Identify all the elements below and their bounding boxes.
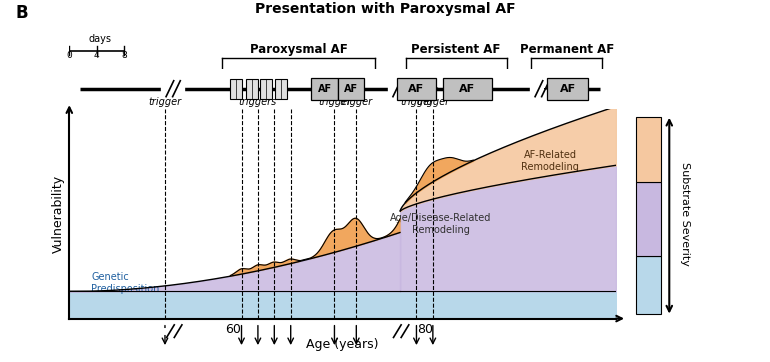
Bar [338, 78, 364, 100]
Text: AF-Related
Remodeling: AF-Related Remodeling [521, 150, 579, 172]
Text: trigger: trigger [340, 97, 373, 106]
Bar [547, 78, 588, 100]
Text: trigger: trigger [400, 97, 433, 106]
Text: trigger: trigger [318, 97, 351, 106]
Text: AF: AF [343, 84, 358, 94]
Bar [443, 78, 492, 100]
Text: B: B [15, 4, 28, 22]
Text: Substrate Severity: Substrate Severity [680, 162, 690, 265]
Text: AF: AF [408, 84, 424, 94]
Bar [230, 79, 242, 99]
Bar [276, 79, 287, 99]
Bar [636, 117, 661, 182]
Bar [636, 256, 661, 314]
Text: Persistent AF: Persistent AF [411, 43, 500, 56]
Bar [246, 79, 259, 99]
Text: Paroxysmal AF: Paroxysmal AF [250, 43, 348, 56]
Text: Permanent AF: Permanent AF [520, 43, 614, 56]
Text: triggers: triggers [239, 97, 277, 106]
Text: AF: AF [459, 84, 475, 94]
Text: days: days [89, 34, 112, 44]
Text: Presentation with Paroxysmal AF: Presentation with Paroxysmal AF [255, 2, 515, 16]
Text: Age/Disease-Related
Remodeling: Age/Disease-Related Remodeling [390, 213, 492, 235]
Text: 0: 0 [66, 51, 72, 60]
Bar [312, 78, 338, 100]
Bar [397, 78, 436, 100]
Text: trigger: trigger [149, 97, 182, 106]
Bar [636, 182, 661, 256]
Text: AF: AF [317, 84, 332, 94]
Text: 4: 4 [94, 51, 99, 60]
Text: AF: AF [560, 84, 576, 94]
Bar [260, 79, 272, 99]
Text: trigger: trigger [417, 97, 450, 106]
Text: 8: 8 [121, 51, 127, 60]
X-axis label: Age (years): Age (years) [306, 338, 379, 351]
Y-axis label: Vulnerability: Vulnerability [52, 174, 65, 253]
Text: Genetic
Predisposition: Genetic Predisposition [91, 272, 159, 294]
